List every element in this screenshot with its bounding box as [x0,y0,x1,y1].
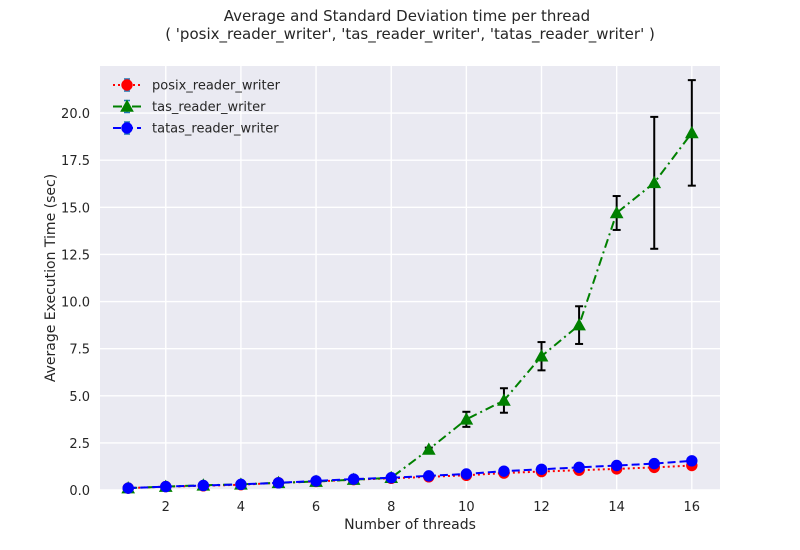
x-tick-label: 14 [608,500,625,515]
data-point [609,205,624,219]
x-tick-label: 6 [312,500,320,515]
chart-subtitle: ( 'posix_reader_writer', 'tas_reader_wri… [165,25,655,44]
data-point [498,465,510,477]
legend-label: tas_reader_writer [152,100,266,115]
data-point [385,472,397,484]
y-tick-label: 5.0 [69,390,90,405]
data-point [684,125,699,139]
data-point [460,468,473,480]
series-line [128,132,693,490]
y-tick-label: 7.5 [69,343,90,358]
data-point [459,412,474,425]
data-point [122,482,134,494]
legend-item: tatas_reader_writer [113,121,279,137]
data-point [235,478,247,491]
data-point [610,459,623,472]
x-tick-labels: 2 4 6 8 10 12 14 16 [162,500,700,515]
grid [100,66,720,491]
y-tick-label: 17.5 [61,154,90,169]
data-point [572,318,586,331]
data-point [421,442,436,455]
y-tick-label: 20.0 [61,107,90,122]
x-tick-label: 16 [684,500,701,515]
data-point [310,475,322,487]
y-tick-label: 0.0 [69,484,90,499]
data-point [347,473,360,485]
y-tick-label: 12.5 [61,248,90,263]
series-line [128,459,692,490]
series-line [128,464,692,490]
legend-label: posix_reader_writer [152,79,281,94]
y-tick-label: 10.0 [61,296,90,311]
x-tick-label: 2 [162,500,170,515]
x-axis-label: Number of threads [344,517,476,533]
legend-item: posix_reader_writer [113,78,281,94]
data-point [497,393,511,406]
data-point [648,457,660,470]
data-point [534,349,549,362]
series-tatas_reader_writer [122,455,698,494]
chart-title: Average and Standard Deviation time per … [224,7,590,25]
legend-label: tatas_reader_writer [152,122,279,137]
data-point [197,479,210,492]
y-tick-label: 15.0 [61,201,90,216]
y-tick-labels: 0.0 2.5 5.0 7.5 10.0 12.5 15.0 17.5 20.0 [61,107,90,499]
data-point [272,477,285,489]
data-point [647,175,662,189]
legend-item: tas_reader_writer [113,99,266,115]
data-point [160,480,172,493]
y-axis-label: Average Execution Time (sec) [43,174,59,382]
legend-marker [121,122,133,134]
data-point [535,463,548,475]
x-tick-label: 4 [237,500,245,515]
data-point [686,455,698,467]
series-layer [121,79,699,494]
data-point [423,470,435,482]
x-tick-label: 10 [458,500,475,515]
legend-marker [120,99,134,112]
legend-marker [121,79,133,91]
x-tick-label: 8 [387,500,395,515]
data-point [573,461,585,474]
legend: posix_reader_writer tas_reader_writertata… [113,78,281,137]
y-tick-label: 2.5 [69,437,90,452]
x-tick-label: 12 [533,500,550,515]
